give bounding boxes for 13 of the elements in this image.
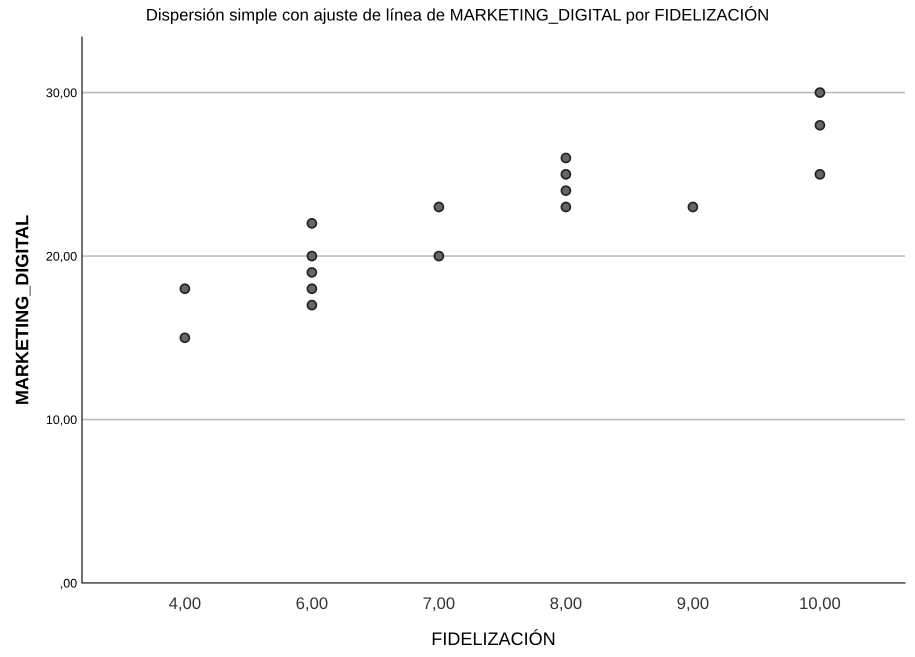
chart-title: Dispersión simple con ajuste de línea de MARKETING_DIGITAL por FIDELIZACIÓN: [147, 6, 768, 24]
x-axis-title: FIDELIZACIÓN: [432, 629, 554, 646]
x-tick-label: 7,00: [424, 597, 454, 612]
y-tick-label: 20,00: [46, 252, 77, 262]
x-tick-label: 4,00: [169, 597, 200, 612]
y-tick-label: ,00: [60, 578, 77, 590]
y-tick-label: 10,00: [46, 415, 77, 426]
y-axis-title: MARKETING_DIGITAL: [16, 215, 30, 404]
x-tick-label: 10,00: [800, 597, 840, 612]
y-tick-label: 30,00: [46, 88, 77, 99]
x-tick-label: 9,00: [677, 597, 708, 612]
x-tick-label: 8,00: [550, 597, 582, 612]
x-tick-label: 6,00: [296, 597, 328, 612]
